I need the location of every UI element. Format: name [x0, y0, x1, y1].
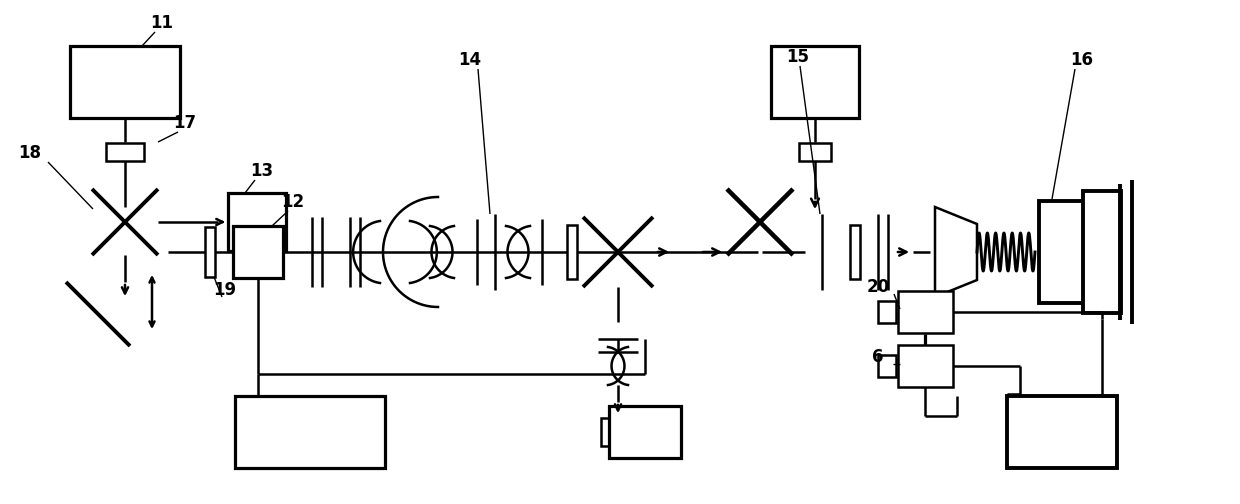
Bar — [609, 406, 681, 458]
Text: 13: 13 — [250, 162, 274, 180]
Bar — [228, 193, 286, 251]
Bar — [236, 396, 384, 468]
Text: 12: 12 — [281, 193, 305, 211]
Bar — [567, 225, 577, 279]
Bar — [69, 46, 180, 118]
Text: 20: 20 — [867, 278, 889, 296]
Bar — [1083, 191, 1121, 313]
Bar — [849, 225, 861, 279]
Bar — [1039, 201, 1091, 303]
Bar — [205, 227, 215, 277]
Text: 16: 16 — [1070, 51, 1094, 69]
Bar — [898, 345, 952, 387]
Text: 18: 18 — [19, 144, 41, 162]
Bar — [799, 143, 831, 161]
Text: 6: 6 — [872, 348, 884, 366]
Bar — [878, 355, 897, 377]
Bar — [771, 46, 859, 118]
Bar — [898, 291, 952, 333]
Text: 17: 17 — [174, 114, 197, 132]
Bar — [233, 226, 283, 278]
Bar — [1007, 396, 1117, 468]
Polygon shape — [935, 207, 977, 297]
Bar — [105, 143, 144, 161]
Text: 19: 19 — [213, 281, 237, 299]
Text: 11: 11 — [150, 14, 174, 32]
Bar — [878, 301, 897, 323]
Bar — [600, 418, 635, 446]
Text: 14: 14 — [459, 51, 481, 69]
Text: 15: 15 — [786, 48, 810, 66]
